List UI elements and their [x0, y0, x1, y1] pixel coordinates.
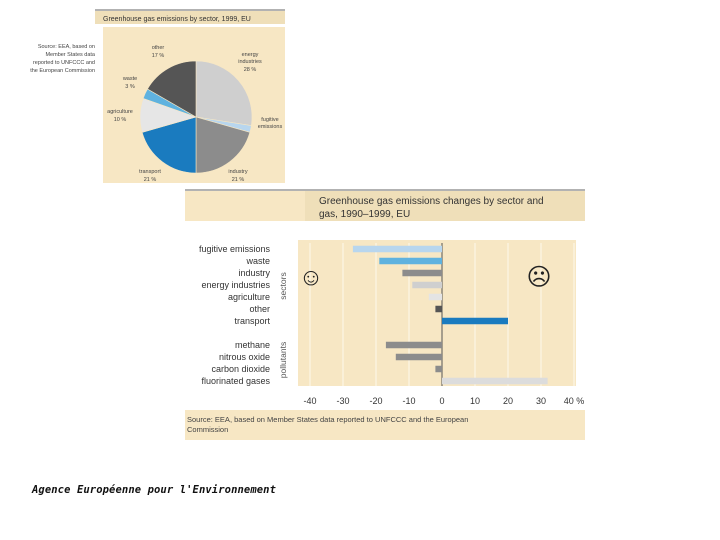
pie-source-line: the European Commission [30, 68, 95, 74]
pie-value-transport: 21 % [144, 177, 157, 183]
pie-title-band [95, 11, 285, 24]
pie-slice-transport [141, 116, 197, 174]
bar-fugitive-emissions [352, 245, 442, 253]
pie-label-fugitive-emissions: emissions [258, 124, 283, 130]
pie-slices [139, 60, 253, 174]
bar-methane [385, 341, 442, 349]
category-label-other: other [249, 304, 270, 314]
category-label-fugitive-emissions: fugitive emissions [199, 244, 271, 254]
bar-waste [379, 257, 442, 265]
bar-source-line: Commission [187, 425, 228, 434]
bar-chart-panel: Greenhouse gas emissions changes by sect… [185, 189, 585, 440]
pie-slice-energy-industries [195, 60, 253, 126]
pie-label-energy-industries: energy [242, 52, 259, 58]
bar-plot-background [298, 240, 576, 386]
category-label-transport: transport [234, 316, 270, 326]
pie-label-energy-industries: industries [238, 59, 262, 65]
happy-face-icon: ☺ [299, 264, 324, 291]
bar-other [435, 305, 442, 313]
category-label-carbon-dioxide: carbon dioxide [211, 364, 270, 374]
pie-value-energy-industries: 28 % [244, 67, 257, 73]
bar-transport [442, 317, 508, 325]
pie-source-line: Member States data [45, 52, 95, 58]
bar-tick-labels: -40 -30 -20 -10 0 10 20 30 40 % [303, 396, 584, 406]
bar-source-band [185, 410, 585, 440]
bar-fluorinated-gases [442, 377, 548, 385]
category-label-agriculture: agriculture [228, 292, 270, 302]
sad-face-icon: ☹ [526, 264, 551, 291]
group-label-pollutants: pollutants [278, 342, 288, 378]
pie-label-fugitive-emissions: fugitive [261, 117, 278, 123]
x-tick-label: 10 [470, 396, 480, 406]
category-label-fluorinated-gases: fluorinated gases [201, 376, 270, 386]
bar-chart-title-line: gas, 1990–1999, EU [319, 209, 410, 220]
pie-source-note: Source: EEA, based on Member States data… [30, 44, 96, 74]
bar-gridlines [309, 243, 575, 386]
pie-value-other: 17 % [152, 53, 165, 59]
bar-nitrous-oxide [395, 353, 442, 361]
x-tick-label: 30 [536, 396, 546, 406]
x-tick-label: 0 [439, 396, 444, 406]
pie-chart-panel: Greenhouse gas emissions by sector, 1999… [30, 9, 285, 183]
pie-label-other: other [152, 45, 165, 51]
x-tick-label: -30 [336, 396, 349, 406]
bar-marks [352, 245, 548, 385]
pie-slice-other [147, 60, 197, 118]
pie-slice-industry [195, 116, 251, 174]
bar-agriculture [428, 293, 442, 301]
category-label-industry: industry [238, 268, 270, 278]
pie-chart-title: Greenhouse gas emissions by sector, 1999… [103, 16, 251, 23]
agency-caption: Agence Européenne pour l'Environnement [32, 484, 277, 496]
x-tick-label: 40 % [564, 396, 585, 406]
bar-energy-industries [412, 281, 442, 289]
pie-value-waste: 3 % [125, 84, 135, 90]
bar-category-labels: fugitive emissions waste industry energy in… [199, 244, 271, 386]
category-label-methane: methane [235, 340, 270, 350]
category-label-nitrous-oxide: nitrous oxide [219, 352, 270, 362]
x-tick-label: -20 [369, 396, 382, 406]
pie-source-line: Source: EEA, based on [38, 44, 95, 50]
bar-title-band [305, 191, 585, 221]
pie-labels: energy industries 28 % fugitive emission… [107, 45, 282, 183]
bar-carbon-dioxide [435, 365, 442, 373]
pie-label-industry: industry [228, 169, 248, 175]
pie-source-line: reported to UNFCCC and [33, 60, 95, 66]
bar-source-line: Source: EEA, based on Member States data… [187, 415, 468, 424]
bar-title-left-band [185, 191, 305, 221]
x-tick-label: -40 [303, 396, 316, 406]
bar-industry [402, 269, 442, 277]
group-label-sectors: sectors [278, 272, 288, 299]
bar-chart-title-line: Greenhouse gas emissions changes by sect… [319, 196, 544, 207]
pie-value-agriculture: 10 % [114, 117, 127, 123]
category-label-waste: waste [245, 256, 270, 266]
pie-label-agriculture: agriculture [107, 109, 133, 115]
category-label-energy-industries: energy industries [201, 280, 270, 290]
pie-label-waste: waste [122, 76, 137, 82]
x-tick-label: -10 [402, 396, 415, 406]
x-tick-label: 20 [503, 396, 513, 406]
pie-value-industry: 21 % [232, 177, 245, 183]
pie-label-transport: transport [139, 169, 161, 175]
